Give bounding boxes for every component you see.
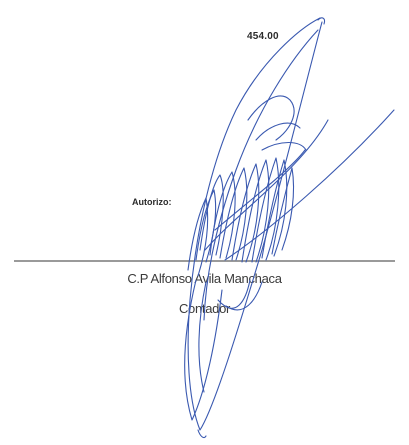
amount-text: 454.00: [247, 31, 279, 42]
signer-role: Contador: [178, 301, 231, 316]
signer-name: C.P Alfonso Avila Manchaca: [127, 271, 282, 286]
authorize-label: Autorizo:: [132, 197, 172, 207]
signature-line: [14, 260, 395, 262]
